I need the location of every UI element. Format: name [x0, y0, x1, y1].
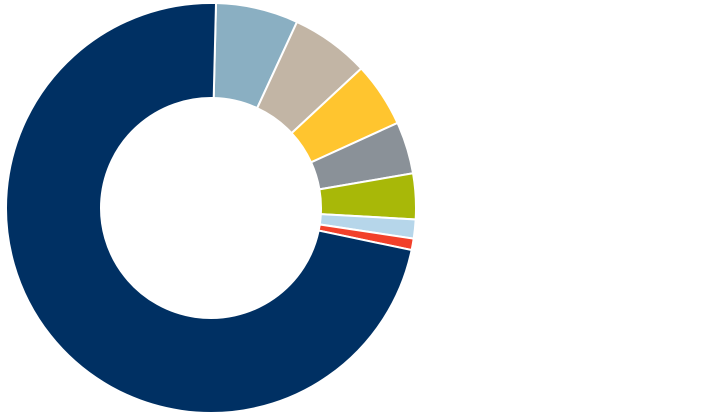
donut-slice-7	[5, 2, 413, 414]
